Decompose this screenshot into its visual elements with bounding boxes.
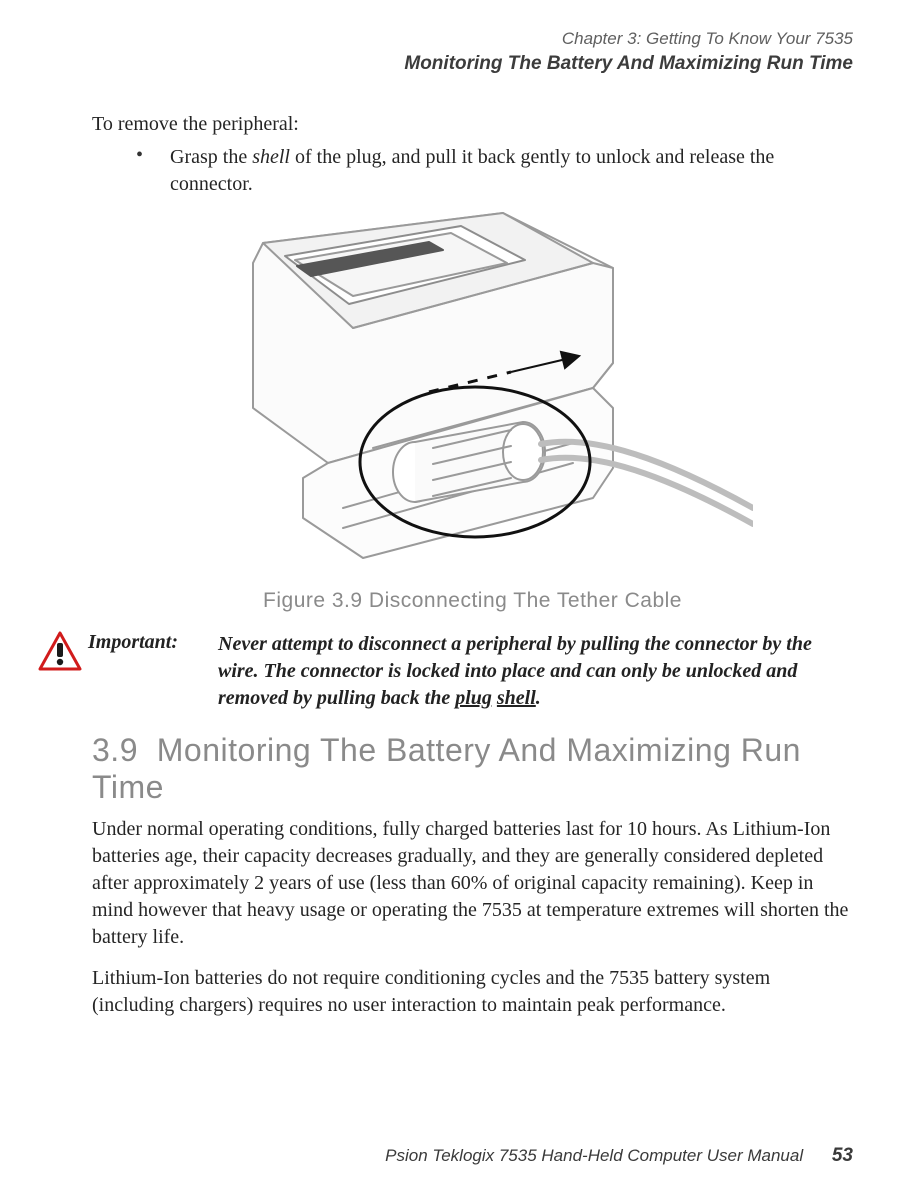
bullet-italic: shell [252, 146, 290, 168]
intro-line: To remove the peripheral: [92, 111, 853, 138]
section-heading: 3.9 Monitoring The Battery And Maximizin… [92, 732, 853, 806]
footer-manual-title: Psion Teklogix 7535 Hand-Held Computer U… [385, 1146, 803, 1165]
paragraph-1: Under normal operating conditions, fully… [92, 816, 853, 951]
page-footer: Psion Teklogix 7535 Hand-Held Computer U… [385, 1145, 853, 1167]
section-title: Monitoring The Battery And Maximizing Ru… [92, 732, 801, 805]
section-number: 3.9 [92, 732, 138, 768]
important-underline-2: shell [497, 687, 536, 709]
paragraph-2: Lithium-Ion batteries do not require con… [92, 965, 853, 1019]
running-header: Chapter 3: Getting To Know Your 7535 Mon… [92, 28, 853, 77]
header-section: Monitoring The Battery And Maximizing Ru… [92, 51, 853, 77]
bullet-marker: • [136, 144, 170, 198]
header-chapter: Chapter 3: Getting To Know Your 7535 [92, 28, 853, 51]
important-note: Important: Never attempt to disconnect a… [92, 631, 853, 712]
figure-caption: Figure 3.9 Disconnecting The Tether Cabl… [92, 589, 853, 613]
bullet-pre: Grasp the [170, 146, 252, 168]
figure: Figure 3.9 Disconnecting The Tether Cabl… [92, 208, 853, 613]
important-text: Never attempt to disconnect a peripheral… [218, 631, 853, 712]
important-label: Important: [88, 631, 218, 654]
bullet-item: • Grasp the shell of the plug, and pull … [136, 144, 853, 198]
footer-page-number: 53 [832, 1145, 853, 1166]
important-underline-1: plug [455, 687, 492, 709]
warning-icon [38, 631, 82, 676]
page: Chapter 3: Getting To Know Your 7535 Mon… [0, 0, 921, 1197]
device-illustration [193, 208, 753, 583]
bullet-text: Grasp the shell of the plug, and pull it… [170, 144, 853, 198]
important-tail: . [536, 687, 541, 709]
